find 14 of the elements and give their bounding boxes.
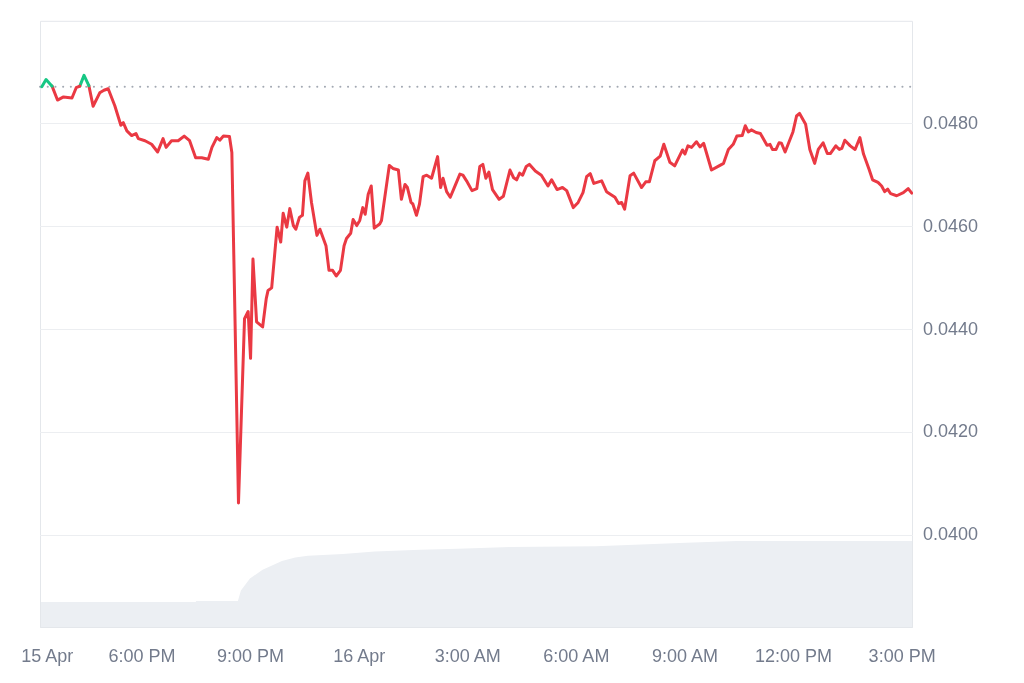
x-tick-label: 15 Apr xyxy=(21,645,74,666)
y-tick-label: 0.0460 xyxy=(923,215,979,236)
y-tick-label: 0.0480 xyxy=(923,112,979,133)
x-tick-label: 3:00 AM xyxy=(434,645,501,666)
x-tick-label: 6:00 AM xyxy=(543,645,610,666)
y-tick-label: 0.0420 xyxy=(923,421,979,442)
y-tick-label: 0.0440 xyxy=(923,318,979,339)
y-tick-label: 0.0400 xyxy=(923,524,979,545)
x-tick-label: 9:00 PM xyxy=(217,645,285,666)
x-tick-label: 3:00 PM xyxy=(868,645,936,666)
x-tick-label: 16 Apr xyxy=(333,645,386,666)
x-tick-label: 6:00 PM xyxy=(108,645,176,666)
x-tick-label: 9:00 AM xyxy=(651,645,718,666)
x-tick-label: 12:00 PM xyxy=(755,645,833,666)
